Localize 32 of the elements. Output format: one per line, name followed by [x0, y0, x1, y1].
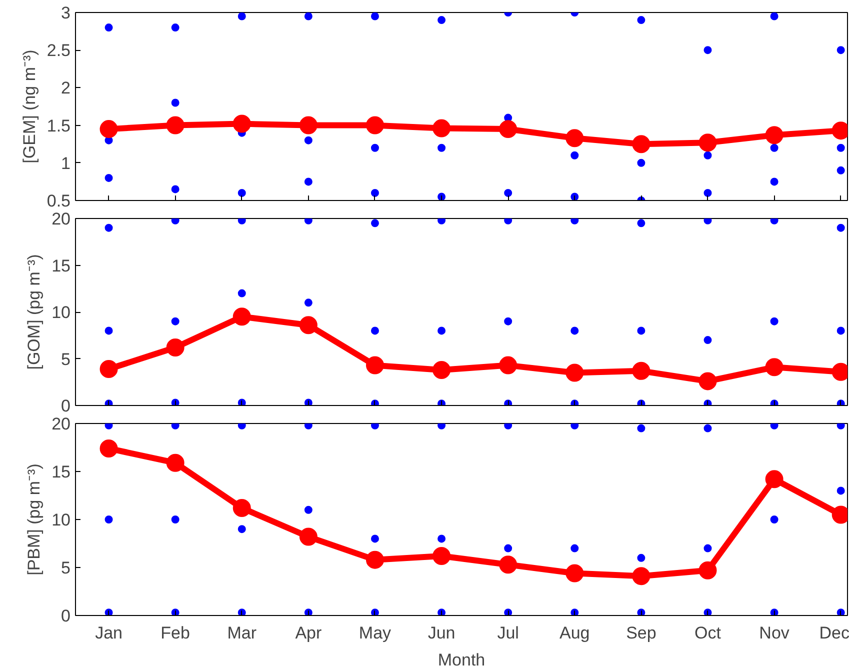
x-tick-label: May [358, 624, 392, 642]
y-tick-label: 2 [61, 78, 71, 98]
x-tick-label: Feb [160, 624, 190, 642]
y-tick-label: 0 [61, 396, 71, 416]
y-tick-label: 0 [61, 606, 71, 626]
y-tick-label: 5 [61, 558, 71, 578]
x-tick-label: Mar [227, 624, 257, 642]
y-tick-label: 3 [61, 4, 71, 22]
x-tick-label: Oct [694, 624, 722, 642]
y-tick-label: 20 [52, 210, 71, 228]
y-tick-label: 2.5 [46, 41, 71, 60]
x-tick-label: Jun [428, 624, 456, 642]
x-tick-label: Jan [95, 624, 122, 642]
x-tick-label: Aug [560, 624, 590, 642]
y-tick-label: 15 [52, 256, 71, 276]
x-tick-label: Apr [295, 624, 322, 642]
y-tick-label: 20 [52, 414, 71, 434]
y-tick-label: 10 [52, 303, 71, 322]
y-tick-label: 1.5 [46, 116, 71, 136]
x-tick-label: Nov [759, 624, 790, 642]
y-tick-label: 10 [52, 510, 71, 530]
y-axis-title: [GEM] (ng m⁻³) [20, 50, 39, 164]
x-tick-label: Sep [626, 624, 656, 642]
y-axis-title: [PBM] (pg m⁻³) [24, 464, 44, 576]
y-tick-label: 5 [61, 350, 71, 369]
x-axis-title: Month [438, 650, 486, 670]
y-axis-title: [GOM] (pg m⁻³) [24, 254, 44, 370]
x-tick-label: Dec [819, 624, 849, 642]
y-tick-label: 0.5 [46, 192, 71, 210]
x-tick-label: Jul [497, 624, 519, 642]
y-tick-label: 1 [61, 154, 71, 173]
y-tick-label: 15 [52, 462, 71, 482]
